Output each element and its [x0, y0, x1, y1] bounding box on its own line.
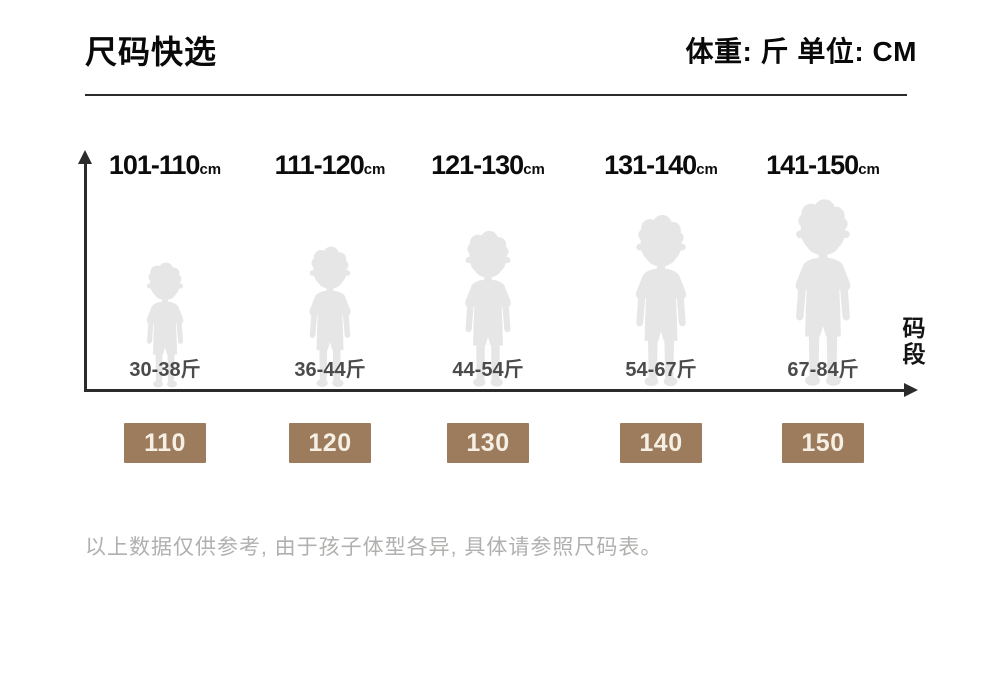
weight-range-label: 54-67斤	[625, 359, 697, 381]
x-axis-arrow-icon	[904, 383, 918, 397]
height-range-label: 111-120cm	[274, 150, 386, 180]
y-axis-arrow-icon	[78, 150, 92, 164]
height-unit-label: cm	[199, 161, 222, 178]
weight-range-label: 30-38斤	[129, 359, 201, 381]
size-column-120: 111-120cm 36-44斤 120	[220, 0, 440, 480]
units-note: 体重: 斤 单位: CM	[685, 36, 917, 67]
size-column-130: 121-130cm 44-54斤 130	[378, 0, 598, 480]
size-column-110: 101-110cm 30-38斤 110	[55, 0, 275, 480]
size-column-150: 141-150cm 67-84斤 150	[713, 0, 933, 480]
size-badge: 120	[289, 423, 371, 463]
height-unit-label: cm	[523, 161, 545, 178]
disclaimer-note: 以上数据仅供参考, 由于孩子体型各异, 具体请参照尺码表。	[85, 536, 663, 559]
height-range-label: 101-110cm	[108, 150, 222, 180]
height-range-label: 131-140cm	[604, 150, 718, 180]
size-column-140: 131-140cm 54-67斤 140	[551, 0, 771, 480]
x-axis-label: 码段	[899, 316, 925, 368]
y-axis-line	[84, 161, 87, 392]
size-badge: 150	[782, 423, 864, 463]
height-range-label: 121-130cm	[431, 150, 545, 180]
weight-range-label: 67-84斤	[787, 359, 859, 381]
height-unit-label: cm	[858, 161, 880, 178]
weight-range-label: 36-44斤	[294, 359, 366, 381]
page-title: 尺码快选	[85, 34, 218, 70]
weight-range-label: 44-54斤	[452, 359, 524, 381]
x-axis-line	[84, 389, 906, 392]
size-badge: 110	[124, 423, 206, 463]
height-unit-label: cm	[363, 161, 386, 178]
height-unit-label: cm	[696, 161, 718, 178]
size-badge: 130	[447, 423, 529, 463]
height-range-label: 141-150cm	[766, 150, 880, 180]
size-badge: 140	[620, 423, 702, 463]
header-divider	[85, 94, 907, 96]
